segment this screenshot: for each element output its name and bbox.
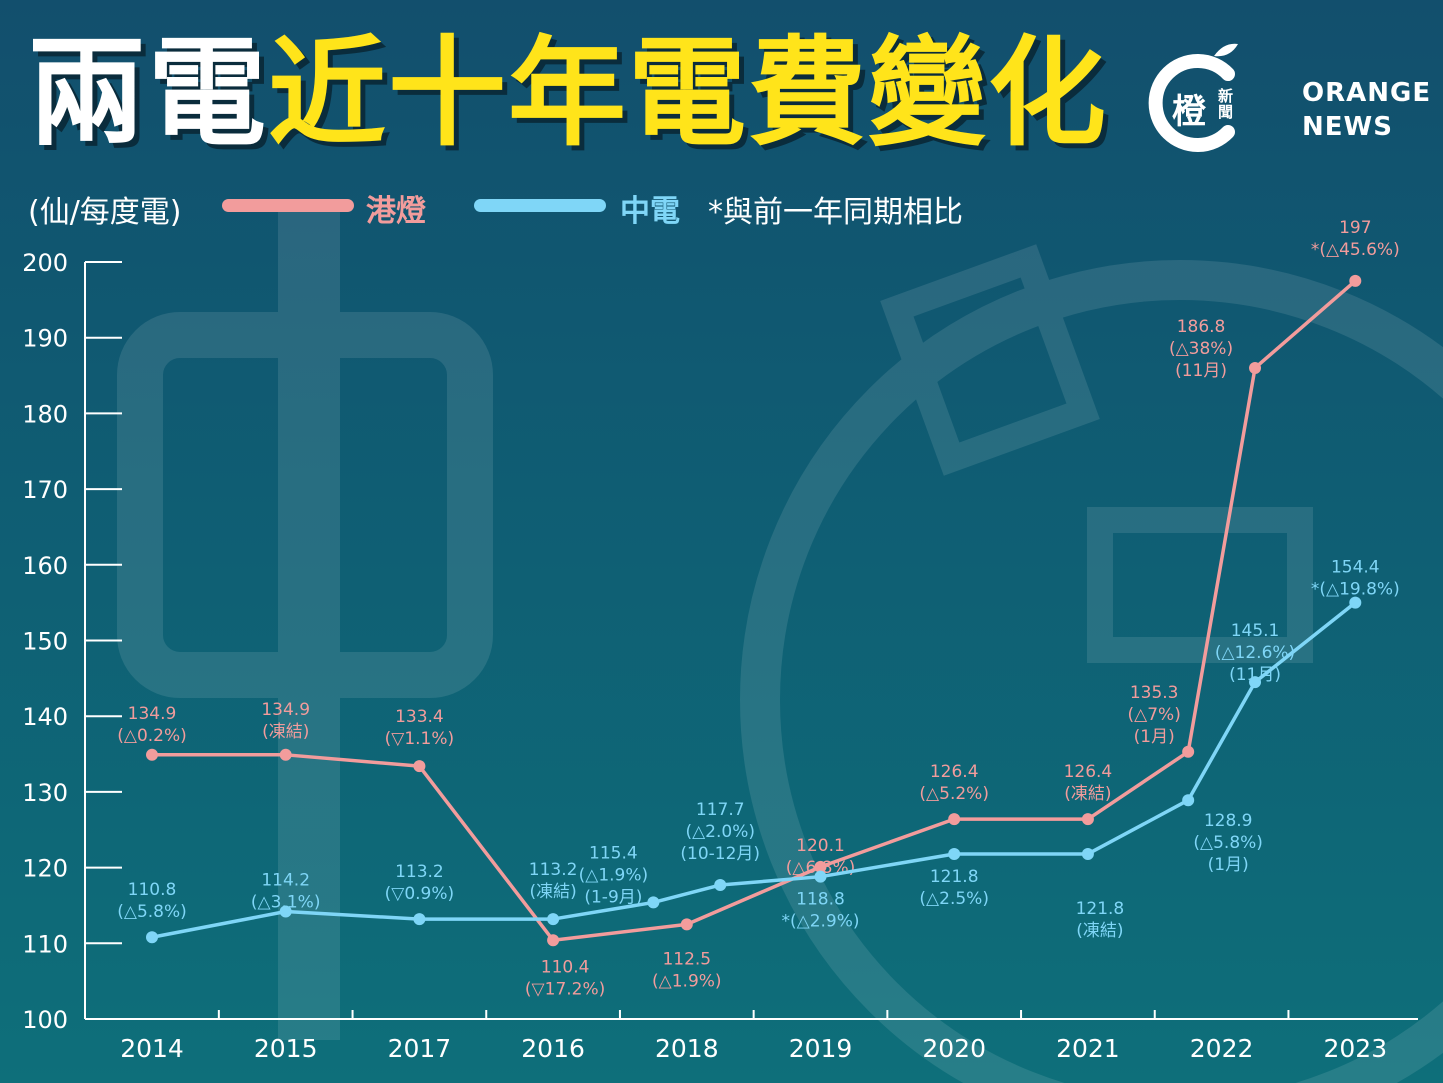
data-label: 114.2 (△3.1%) bbox=[251, 871, 321, 913]
data-point bbox=[1182, 745, 1195, 758]
data-label: 118.8 *(△2.9%) bbox=[781, 890, 859, 932]
logo-en-line2: NEWS bbox=[1302, 112, 1393, 142]
data-point bbox=[413, 913, 426, 926]
legend-line-clp bbox=[474, 199, 606, 212]
y-tick-label: 120 bbox=[22, 855, 68, 883]
data-point bbox=[279, 748, 292, 761]
data-label: 134.9 (△0.2%) bbox=[117, 704, 187, 746]
orange-news-logo: 橙 新聞 ORANGE NEWS bbox=[1140, 40, 1440, 160]
data-point bbox=[680, 918, 693, 931]
data-label: 154.4 *(△19.8%) bbox=[1311, 558, 1400, 600]
x-tick-label: 2023 bbox=[1323, 1034, 1387, 1063]
data-point bbox=[1081, 847, 1094, 860]
x-tick-label: 2019 bbox=[789, 1034, 853, 1063]
legend-label-hk: 港燈 bbox=[366, 194, 426, 229]
x-tick-label: 2014 bbox=[120, 1034, 184, 1063]
x-tick-label: 2020 bbox=[922, 1034, 986, 1063]
data-label: 135.3 (△7%) (1月) bbox=[1128, 683, 1181, 747]
y-tick-label: 140 bbox=[22, 703, 68, 731]
data-point bbox=[948, 813, 961, 826]
data-point bbox=[814, 870, 827, 883]
logo-glyph: 橙 bbox=[1172, 92, 1206, 132]
y-tick-label: 170 bbox=[22, 476, 68, 504]
x-tick-label: 2016 bbox=[521, 1034, 585, 1063]
y-tick-label: 130 bbox=[22, 779, 68, 807]
data-point bbox=[547, 913, 560, 926]
data-label: 117.7 (△2.0%) (10-12月) bbox=[680, 800, 760, 864]
page-title: 兩電近十年電費變化 bbox=[28, 34, 1108, 152]
data-point bbox=[647, 896, 660, 909]
data-label: 113.2 (凍結) bbox=[529, 860, 578, 902]
data-label: 128.9 (△5.8%) (1月) bbox=[1193, 811, 1263, 875]
logo-en-line1: ORANGE bbox=[1302, 78, 1432, 108]
y-tick-label: 180 bbox=[22, 400, 68, 428]
y-tick-label: 110 bbox=[22, 930, 68, 958]
logo-c-icon bbox=[1148, 43, 1238, 152]
data-label: 110.8 (△5.8%) bbox=[117, 880, 187, 922]
data-point bbox=[413, 760, 426, 773]
data-label: 113.2 (▽0.9%) bbox=[385, 862, 455, 904]
data-label: 186.8 (△38%) (11月) bbox=[1169, 317, 1233, 381]
y-tick-label: 200 bbox=[22, 249, 68, 277]
data-label: 145.1 (△12.6%) (11月) bbox=[1215, 621, 1295, 685]
y-tick-label: 100 bbox=[22, 1006, 68, 1034]
data-label: 110.4 (▽17.2%) bbox=[525, 957, 605, 999]
data-label: 112.5 (△1.9%) bbox=[652, 949, 722, 991]
data-label: 126.4 (凍結) bbox=[1064, 762, 1113, 804]
x-tick-label: 2018 bbox=[655, 1034, 719, 1063]
data-point bbox=[1249, 361, 1262, 374]
title-yellow-part: 近十年電費變化 bbox=[268, 24, 1109, 162]
data-label: 134.9 (凍結) bbox=[261, 700, 310, 742]
title-white-part: 兩電 bbox=[28, 24, 269, 162]
data-point bbox=[146, 931, 158, 944]
data-label: 121.8 (△2.5%) bbox=[919, 867, 989, 909]
data-point bbox=[1349, 596, 1362, 609]
x-tick-label: 2022 bbox=[1190, 1034, 1254, 1063]
data-label: 197 *(△45.6%) bbox=[1311, 218, 1400, 260]
legend-label-clp: 中電 bbox=[620, 194, 680, 229]
logo-small-text: 新聞 bbox=[1218, 87, 1234, 121]
data-point bbox=[1081, 813, 1094, 826]
data-label: 126.4 (△5.2%) bbox=[919, 762, 989, 804]
legend-note: *與前一年同期相比 bbox=[708, 195, 963, 230]
data-point bbox=[279, 905, 292, 918]
y-tick-label: 160 bbox=[22, 552, 68, 580]
data-label: 133.4 (▽1.1%) bbox=[385, 707, 455, 749]
series-line bbox=[151, 601, 1357, 939]
data-point bbox=[814, 860, 827, 873]
data-point bbox=[1249, 676, 1262, 689]
data-point bbox=[547, 934, 560, 947]
unit-label: (仙/每度電) bbox=[28, 195, 182, 230]
data-point bbox=[146, 748, 158, 761]
x-tick-label: 2017 bbox=[388, 1034, 452, 1063]
data-point bbox=[1182, 794, 1195, 807]
y-tick-label: 150 bbox=[22, 628, 68, 656]
y-tick-label: 190 bbox=[22, 325, 68, 353]
data-point bbox=[948, 847, 961, 860]
x-tick-label: 2015 bbox=[254, 1034, 318, 1063]
data-label: 121.8 (凍結) bbox=[1076, 899, 1125, 941]
data-point bbox=[1349, 274, 1362, 287]
data-point bbox=[714, 879, 727, 892]
x-tick-label: 2021 bbox=[1056, 1034, 1120, 1063]
legend-line-hk bbox=[222, 199, 354, 212]
data-label: 115.4 (△1.9%) (1-9月) bbox=[579, 843, 649, 907]
